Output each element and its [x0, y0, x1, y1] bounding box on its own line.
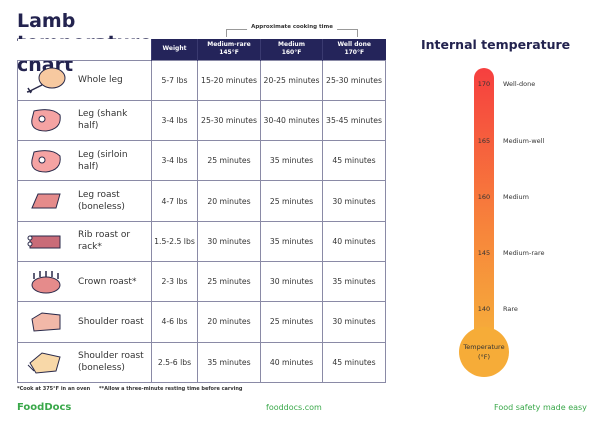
shoulder-roast-icon — [31, 312, 61, 332]
cut-name: Shoulder roast (boneless) — [78, 351, 144, 374]
roast-icon — [31, 193, 61, 209]
cut-name: Rib roast or rack* — [78, 230, 131, 253]
website-link[interactable]: fooddocs.com — [266, 403, 322, 412]
well-done-cell: 35-45 minutes — [322, 99, 386, 142]
temperature-mark: 165 — [477, 137, 491, 145]
weight-cell: 4-7 lbs — [151, 180, 198, 222]
medium-rare-cell: 20 minutes — [197, 180, 261, 222]
table-row: Shoulder roast 4-6 lbs 20 minutes 25 min… — [17, 301, 386, 343]
fooddocs-logo: FoodDocs — [17, 402, 72, 413]
well-done-cell: 35 minutes — [322, 260, 386, 303]
cut-name: Leg (shank half) — [78, 109, 128, 132]
cut-name: Crown roast* — [78, 276, 137, 287]
table-row: Crown roast* 2-3 lbs 25 minutes 30 minut… — [17, 260, 386, 303]
col-well-done: Well done 170°F — [322, 39, 386, 60]
doneness-label: Medium-well — [503, 137, 545, 145]
doneness-label: Medium-rare — [503, 249, 545, 257]
well-done-cell: 30 minutes — [322, 301, 386, 343]
temperature-mark: 145 — [477, 249, 491, 257]
well-done-cell: 45 minutes — [322, 341, 386, 383]
thermometer-title: Internal temperature — [421, 37, 571, 52]
doneness-label: Medium — [503, 193, 529, 201]
temperature-mark: 160 — [477, 193, 491, 201]
steak-icon — [31, 109, 61, 132]
cut-name: Leg (sirloin half) — [78, 149, 128, 172]
medium-cell: 30-40 minutes — [260, 99, 323, 142]
medium-cell: 25 minutes — [260, 180, 323, 222]
medium-rare-cell: 35 minutes — [197, 341, 261, 383]
temperature-mark: 140 — [477, 305, 491, 313]
weight-cell: 2.5-6 lbs — [151, 341, 198, 383]
drumstick-icon — [26, 67, 66, 94]
column-group-label: Approximate cooking time — [247, 24, 337, 30]
weight-cell: 1.5-2.5 lbs — [151, 220, 198, 262]
col-medium-rare: Medium-rare 145°F — [197, 39, 261, 60]
weight-cell: 3-4 lbs — [151, 99, 198, 142]
temperature-mark: 170 — [477, 80, 491, 88]
doneness-label: Rare — [503, 305, 518, 313]
cut-name: Whole leg — [78, 75, 123, 86]
weight-cell: 2-3 lbs — [151, 260, 198, 303]
well-done-cell: 25-30 minutes — [322, 59, 386, 101]
cut-name: Leg roast (boneless) — [78, 190, 125, 213]
footnote: *Cook at 375°F in an oven **Allow a thre… — [17, 386, 243, 392]
weight-cell: 4-6 lbs — [151, 301, 198, 343]
tagline: Food safety made easy — [494, 403, 587, 412]
medium-rare-cell: 25 minutes — [197, 140, 261, 182]
thermometer-tube — [474, 68, 494, 338]
cut-name: Shoulder roast — [78, 316, 144, 327]
boneless-shoulder-icon — [27, 352, 61, 374]
medium-cell: 40 minutes — [260, 341, 323, 383]
weight-cell: 3-4 lbs — [151, 140, 198, 182]
weight-cell: 5-7 lbs — [151, 59, 198, 101]
medium-rare-cell: 25-30 minutes — [197, 99, 261, 142]
well-done-cell: 40 minutes — [322, 220, 386, 262]
thermometer-bulb: Temperature (°F) — [459, 327, 509, 377]
well-done-cell: 30 minutes — [322, 180, 386, 222]
well-done-cell: 45 minutes — [322, 140, 386, 182]
medium-cell: 25 minutes — [260, 301, 323, 343]
doneness-label: Well-done — [503, 80, 536, 88]
medium-rare-cell: 15-20 minutes — [197, 59, 261, 101]
table-row: Whole leg 5-7 lbs 15-20 minutes 20-25 mi… — [17, 59, 386, 101]
medium-cell: 30 minutes — [260, 260, 323, 303]
table-row: Shoulder roast (boneless) 2.5-6 lbs 35 m… — [17, 341, 386, 383]
medium-cell: 35 minutes — [260, 220, 323, 262]
column-group-bracket: Approximate cooking time — [226, 24, 358, 37]
col-weight: Weight — [151, 39, 198, 60]
crown-roast-icon — [31, 270, 61, 294]
rib-rack-icon — [27, 235, 61, 249]
medium-cell: 35 minutes — [260, 140, 323, 182]
medium-rare-cell: 20 minutes — [197, 301, 261, 343]
medium-cell: 20-25 minutes — [260, 59, 323, 101]
medium-rare-cell: 30 minutes — [197, 220, 261, 262]
table-row: Leg (sirloin half) 3-4 lbs 25 minutes 35… — [17, 140, 386, 182]
table-row: Leg (shank half) 3-4 lbs 25-30 minutes 3… — [17, 99, 386, 142]
medium-rare-cell: 25 minutes — [197, 260, 261, 303]
table-row: Leg roast (boneless) 4-7 lbs 20 minutes … — [17, 180, 386, 222]
cooking-time-table: Weight Medium-rare 145°F Medium 160°F Well… — [17, 39, 386, 383]
table-row: Rib roast or rack* 1.5-2.5 lbs 30 minute… — [17, 220, 386, 262]
steak-icon — [31, 149, 61, 173]
col-medium: Medium 160°F — [260, 39, 323, 60]
